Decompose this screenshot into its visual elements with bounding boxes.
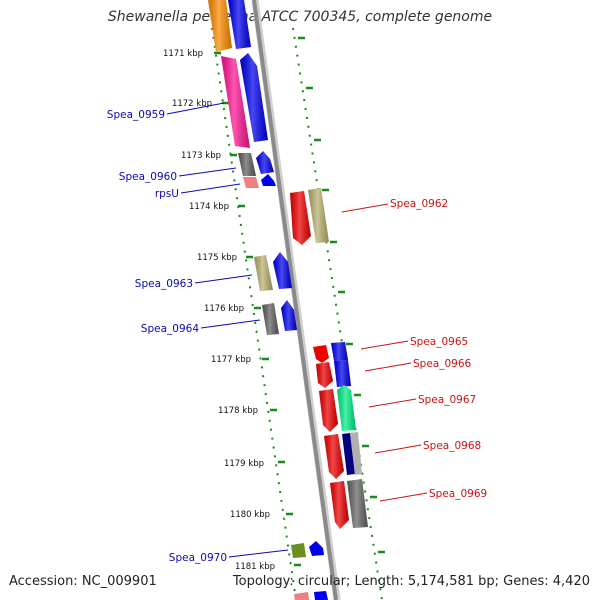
gene-arrow-spea-0970[interactable] [291,543,306,558]
left-gene-labels: Spea_0959 Spea_0960 rpsU Spea_0963 Spea_… [107,102,289,564]
gene-arrow[interactable] [281,300,297,331]
leader-line [194,274,253,284]
gene-arrows [208,0,328,600]
gene-label-rpsu[interactable]: rpsU [155,188,179,200]
gene-arrow[interactable] [273,252,292,289]
gene-arrow[interactable] [331,342,348,361]
gene-arrow[interactable] [262,303,279,335]
kbp-label-1178: 1178 kbp [218,406,258,416]
gene-label-spea-0965[interactable]: Spea_0965 [410,336,468,348]
genome-summary-text: Topology: circular; Length: 5,174,581 bp… [232,574,590,589]
accession-text: Accession: NC_009901 [9,574,157,589]
gene-arrow[interactable] [350,432,362,475]
leader-line [228,549,289,558]
gene-arrow[interactable] [314,591,328,600]
leader-line [200,319,261,329]
gene-arrow[interactable] [254,255,273,291]
kbp-label-1180: 1180 kbp [230,510,270,520]
kbp-label-1174: 1174 kbp [189,202,229,212]
kbp-label-1173: 1173 kbp [181,151,221,161]
leader-line [180,183,241,194]
gene-label-spea-0959[interactable]: Spea_0959 [107,109,165,121]
gene-arrow[interactable] [238,153,256,176]
gene-label-spea-0962[interactable]: Spea_0962 [390,198,448,210]
gene-arrow-rpsu[interactable] [243,177,259,188]
leader-line [341,203,389,213]
gene-arrow[interactable] [261,174,276,186]
gene-arrow[interactable] [308,188,329,243]
leader-line [364,362,412,372]
leader-line [178,167,237,177]
kbp-label-1175: 1175 kbp [197,253,237,263]
gene-arrow[interactable] [228,0,251,49]
leader-line [374,444,422,454]
gene-arrow[interactable] [290,191,311,245]
gene-arrow[interactable] [347,479,368,528]
gene-label-spea-0967[interactable]: Spea_0967 [418,394,476,406]
gene-arrow[interactable] [319,389,338,432]
gene-arrow[interactable] [208,0,232,52]
gene-arrows-right [290,188,368,529]
right-dotted-boundary [292,27,383,600]
gene-arrow[interactable] [240,53,268,142]
gene-arrow[interactable] [294,592,309,600]
left-tick-marks [214,51,301,567]
gene-label-spea-0963[interactable]: Spea_0963 [135,278,193,290]
gene-arrow[interactable] [221,56,250,148]
gene-arrow[interactable] [342,433,355,475]
gene-arrow[interactable] [316,362,333,388]
gene-arrow[interactable] [334,360,351,387]
gene-arrow[interactable] [309,541,324,556]
left-dotted-boundary [211,27,297,600]
kbp-label-1172: 1172 kbp [172,99,212,109]
gene-label-spea-0970[interactable]: Spea_0970 [169,552,227,564]
gene-arrow[interactable] [330,481,349,529]
gene-arrow-spea-0965[interactable] [313,345,329,363]
gene-arrow[interactable] [256,151,274,174]
kbp-label-1177: 1177 kbp [211,355,251,365]
genome-title: Shewanella pealeana ATCC 700345, complet… [107,9,493,25]
leader-line [360,340,409,350]
right-tick-marks [298,36,385,554]
leader-line [379,492,428,502]
gene-label-spea-0969[interactable]: Spea_0969 [429,488,487,500]
leader-line [368,398,417,408]
kbp-label-1171: 1171 kbp [163,49,203,59]
right-gene-labels: Spea_0962 Spea_0965 Spea_0966 Spea_0967 … [341,198,487,502]
genome-backbone [252,0,338,600]
gene-arrow[interactable] [337,385,356,431]
gene-label-spea-0966[interactable]: Spea_0966 [413,358,472,370]
gene-arrow[interactable] [324,434,344,479]
kbp-label-1181: 1181 kbp [235,562,275,572]
kbp-label-1176: 1176 kbp [204,304,244,314]
gene-label-spea-0960[interactable]: Spea_0960 [119,171,177,183]
gene-label-spea-0964[interactable]: Spea_0964 [141,323,200,335]
gene-label-spea-0968[interactable]: Spea_0968 [423,440,481,452]
kbp-label-1179: 1179 kbp [224,459,264,469]
leader-line [166,102,225,115]
